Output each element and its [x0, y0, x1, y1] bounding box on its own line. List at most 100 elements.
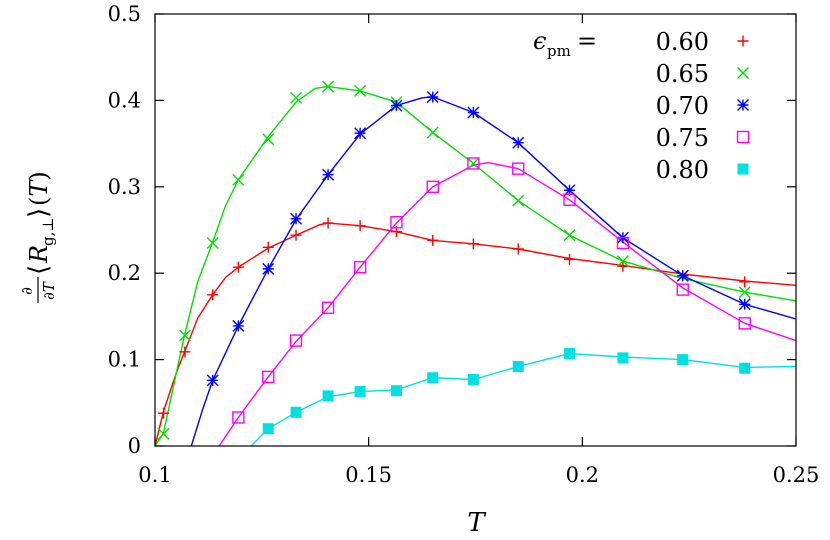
data-point-0-65	[467, 157, 480, 170]
data-point-0-65	[563, 229, 576, 242]
y-tick-label: 0.3	[108, 175, 141, 199]
data-point-0-65	[426, 126, 439, 139]
data-point-0-70	[676, 269, 689, 282]
data-point-0-80	[322, 390, 334, 402]
data-point-0-65	[262, 133, 275, 146]
x-tick-label: 0.1	[138, 463, 171, 487]
data-point-0-80	[617, 352, 629, 364]
data-point-0-60	[158, 407, 170, 419]
svg-text:ϵ: ϵ	[533, 27, 546, 55]
y-tick-label: 0.2	[108, 261, 141, 285]
y-axis-title-derivative-numerator: ∂	[18, 287, 36, 295]
data-point-0-70	[512, 136, 525, 149]
y-axis-title-argument: (T)	[25, 171, 53, 206]
data-point-0-70	[290, 212, 303, 225]
data-point-0-65	[290, 91, 303, 104]
legend-label-0-75: 0.75	[656, 124, 709, 152]
data-point-0-75	[321, 301, 335, 314]
x-tick-label: 0.25	[773, 463, 820, 487]
x-tick-labels: 0.1 0.15 0.2 0.25	[138, 463, 819, 487]
y-axis-title-bracket-close: ⟩	[24, 208, 54, 218]
data-point-0-75	[390, 216, 403, 229]
y-axis-title-derivative-denominator: ∂T	[40, 281, 58, 300]
legend-title: ϵ pm =	[533, 27, 597, 60]
data-point-0-70	[738, 298, 751, 311]
data-point-0-70	[426, 90, 439, 103]
data-point-0-75	[512, 162, 525, 175]
data-point-0-80	[354, 386, 366, 398]
data-point-0-70	[232, 319, 245, 332]
legend-marker-0-60	[737, 35, 749, 47]
y-axis-title-subscript: g,⊥	[39, 218, 57, 246]
data-point-0-75	[738, 317, 751, 330]
data-point-0-60	[290, 229, 302, 241]
series-curve-0-65	[155, 85, 796, 446]
legend-entries: 0.60 0.65 0.70 0.75 0.80	[656, 28, 750, 184]
legend-label-0-70: 0.70	[656, 92, 709, 120]
data-point-0-75	[232, 411, 245, 424]
y-tick-label: 0.5	[108, 2, 141, 26]
svg-text:pm: pm	[547, 42, 571, 60]
legend-marker-0-70	[737, 99, 749, 111]
data-point-0-75	[262, 370, 275, 384]
data-point-0-80	[390, 385, 402, 397]
data-point-0-80	[677, 354, 689, 366]
plot-markers	[157, 80, 751, 440]
data-point-0-80	[512, 361, 524, 373]
data-point-0-75	[467, 157, 480, 170]
data-point-0-60	[179, 346, 191, 358]
data-point-0-65	[157, 427, 170, 440]
data-point-0-70	[467, 106, 480, 119]
data-point-0-60	[207, 289, 219, 301]
plot-frame	[154, 13, 797, 447]
data-point-0-60	[617, 260, 629, 272]
data-point-0-70	[206, 374, 219, 387]
data-point-0-65	[206, 236, 219, 249]
data-point-0-60	[354, 220, 366, 232]
x-tick-label: 0.2	[566, 463, 599, 487]
data-point-0-65	[178, 329, 191, 342]
y-tick-label: 0.1	[108, 348, 141, 372]
legend-marker-0-65	[737, 67, 749, 79]
data-point-0-80	[467, 373, 479, 385]
data-point-0-65	[616, 255, 629, 268]
x-axis-title: T	[467, 508, 486, 538]
data-point-0-70	[322, 168, 335, 181]
data-point-0-80	[739, 362, 751, 374]
legend-marker-0-80	[737, 163, 749, 175]
data-point-0-65	[322, 80, 335, 93]
data-point-0-70	[354, 127, 367, 140]
legend-marker-0-75	[736, 130, 750, 144]
data-point-0-80	[564, 348, 576, 360]
data-point-0-70	[390, 99, 403, 112]
y-axis-title-r: R	[25, 245, 53, 264]
data-point-0-75	[353, 260, 367, 274]
data-point-0-65	[512, 194, 525, 207]
data-point-0-60	[564, 253, 576, 265]
data-point-0-75	[676, 283, 689, 296]
data-point-0-65	[232, 173, 245, 186]
data-point-0-60	[322, 217, 334, 229]
legend-label-0-80: 0.80	[656, 156, 709, 184]
data-point-0-80	[262, 423, 274, 435]
data-point-0-75	[289, 334, 303, 347]
data-point-0-60	[232, 261, 244, 273]
legend-label-0-65: 0.65	[656, 60, 709, 88]
y-axis-title: ∂ ∂T ⟨ R g,⊥ ⟩ (T)	[18, 171, 58, 303]
data-point-0-65	[738, 286, 751, 299]
data-point-0-70	[262, 262, 275, 275]
svg-text:=: =	[577, 27, 597, 55]
data-point-0-75	[563, 193, 576, 206]
series-curve-0-75	[218, 161, 796, 446]
data-point-0-80	[427, 372, 439, 384]
data-point-0-80	[290, 406, 302, 418]
data-point-0-60	[512, 243, 524, 255]
data-point-0-75	[616, 236, 630, 250]
y-tick-label: 0	[128, 434, 141, 458]
data-point-0-65	[354, 84, 367, 97]
data-point-0-70	[563, 184, 576, 197]
data-point-0-60	[427, 234, 439, 246]
data-point-0-60	[739, 276, 751, 288]
x-tick-label: 0.15	[345, 463, 392, 487]
